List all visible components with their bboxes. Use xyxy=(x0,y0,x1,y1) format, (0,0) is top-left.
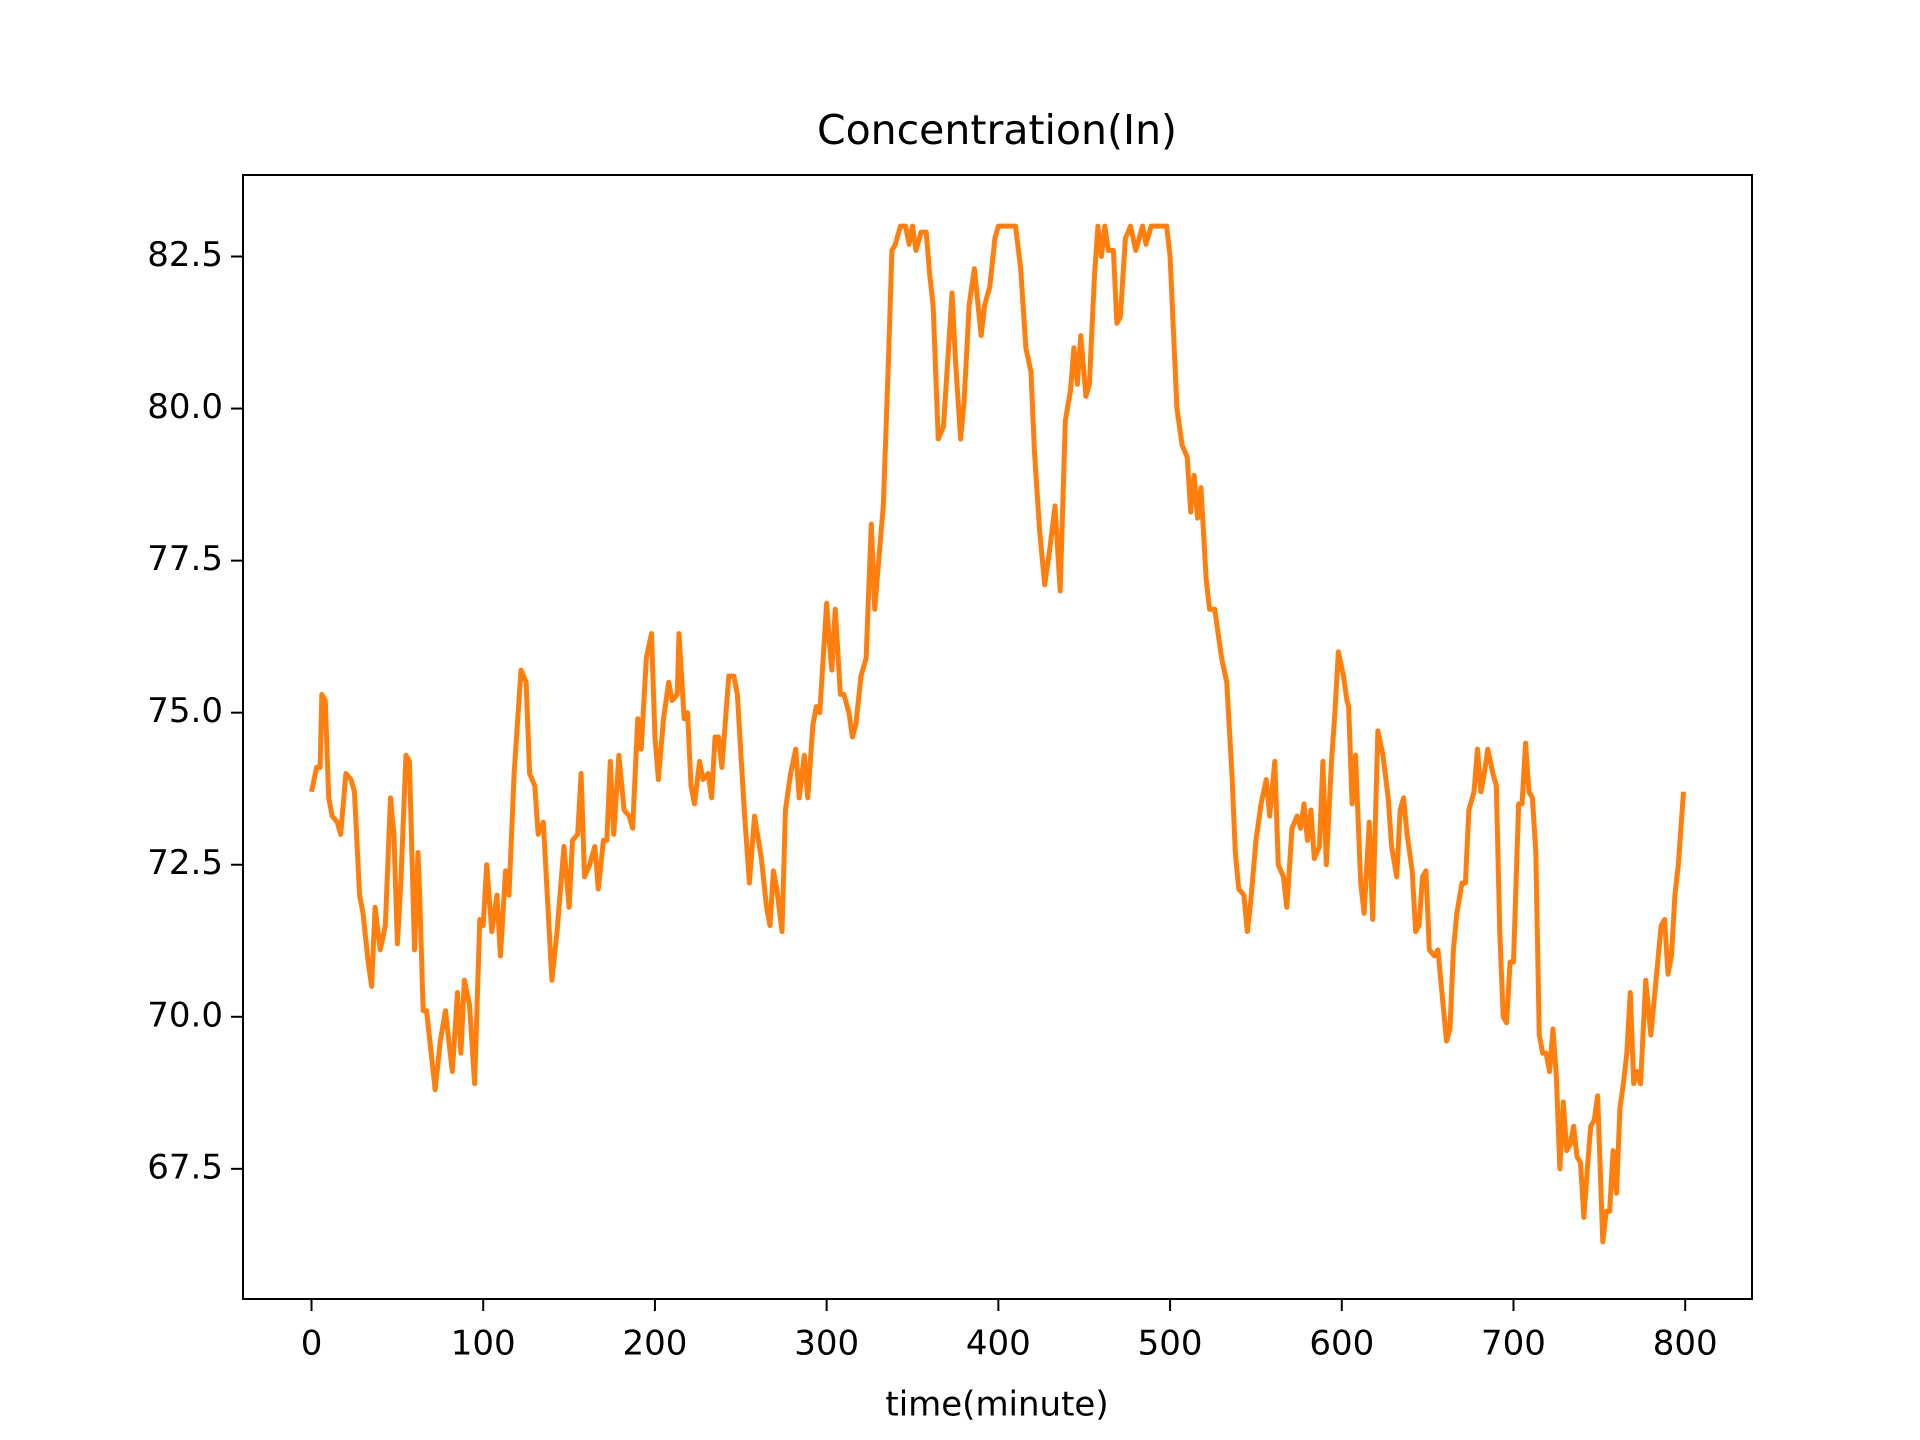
x-tick-label: 600 xyxy=(1309,1324,1374,1364)
y-tick-label: 77.5 xyxy=(147,539,223,579)
y-tick-label: 72.5 xyxy=(147,843,223,883)
y-tick-label: 67.5 xyxy=(147,1147,223,1187)
axes-frame xyxy=(242,174,1753,1300)
x-tick-label: 200 xyxy=(622,1324,687,1364)
y-tick-label: 82.5 xyxy=(147,235,223,275)
x-tick-label: 300 xyxy=(794,1324,859,1364)
y-tick-label: 80.0 xyxy=(147,387,223,427)
x-tick-label: 100 xyxy=(451,1324,516,1364)
y-tick-label: 75.0 xyxy=(147,691,223,731)
x-tick-label: 500 xyxy=(1138,1324,1203,1364)
x-tick-label: 400 xyxy=(966,1324,1031,1364)
y-tick-label: 70.0 xyxy=(147,995,223,1035)
data-line xyxy=(309,223,1686,1245)
chart-title: Concentration(In) xyxy=(817,106,1177,154)
x-axis-label: time(minute) xyxy=(885,1385,1108,1425)
x-tick-label: 0 xyxy=(301,1324,323,1364)
x-tick-label: 800 xyxy=(1653,1324,1718,1364)
x-tick-label: 700 xyxy=(1481,1324,1546,1364)
